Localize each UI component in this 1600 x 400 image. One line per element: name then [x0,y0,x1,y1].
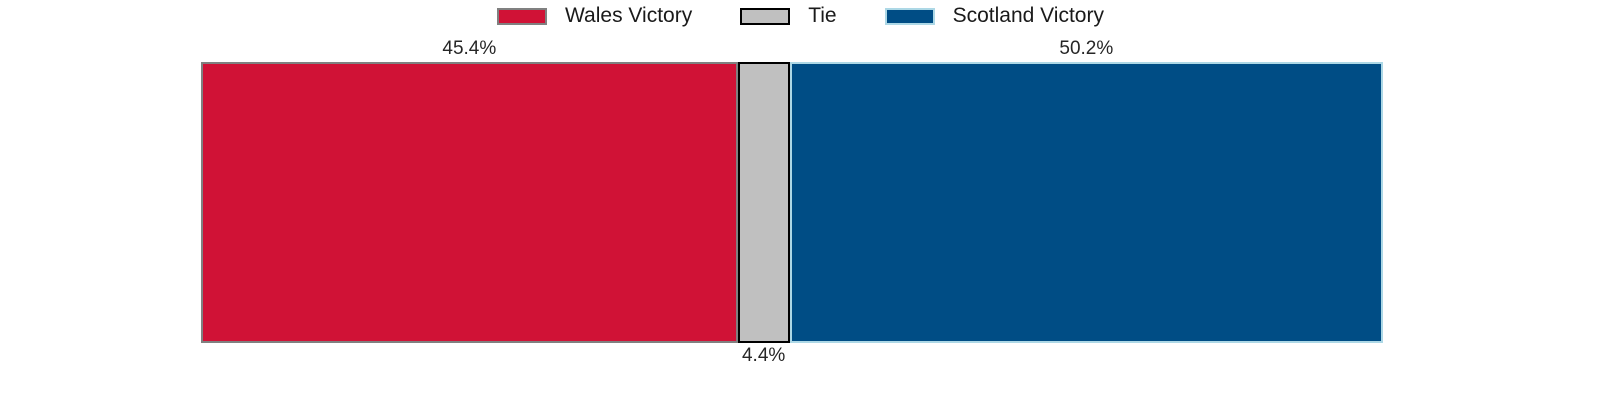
tie-bar-segment [737,62,790,343]
legend-label: Wales Victory [565,4,693,27]
wales-victory-bar-segment [201,62,738,343]
tie-swatch-icon [740,7,791,25]
legend: Wales Victory Tie Scotland Victory [497,4,1104,28]
stacked-bar [201,62,1383,343]
tie-value-label: 4.4% [741,345,786,366]
scotland-victory-swatch-icon [884,7,935,25]
scotland-victory-bar-segment [789,62,1383,343]
legend-label: Scotland Victory [952,4,1104,27]
legend-label: Tie [808,4,837,27]
bottom-value-labels: 4.4% [201,346,1383,366]
top-value-labels: 45.4% 50.2% [201,39,1383,59]
wales-victory-swatch-icon [497,7,547,25]
scotland-victory-value-label: 50.2% [1059,38,1114,59]
legend-item-scotland-victory: Scotland Victory [884,4,1104,28]
wales-victory-value-label: 45.4% [442,38,497,59]
legend-item-wales-victory: Wales Victory [497,4,692,28]
legend-item-tie: Tie [740,4,837,28]
